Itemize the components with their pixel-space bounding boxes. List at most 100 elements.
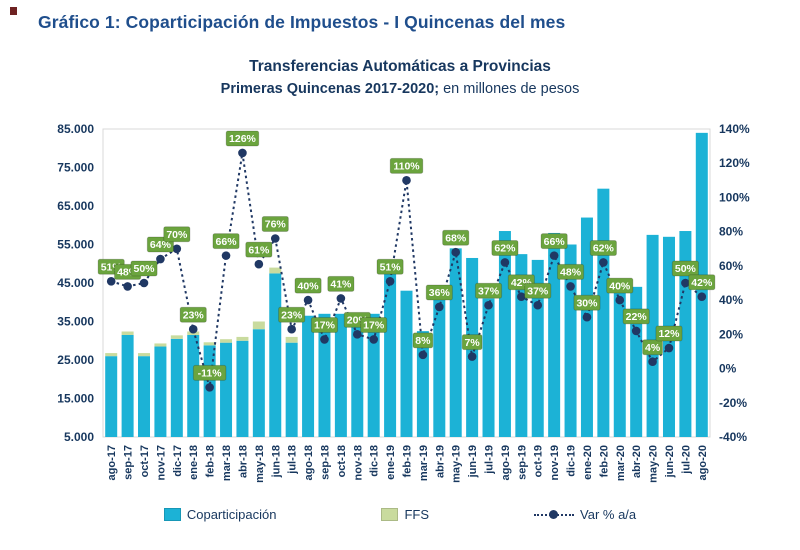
- var-dot: [221, 251, 231, 260]
- chart-legend: Coparticipación FFS Var % a/a: [0, 507, 800, 522]
- var-dot: [172, 244, 182, 254]
- var-dot: [270, 234, 280, 243]
- right-axis-tick-label: 80%: [719, 225, 743, 239]
- x-category-label: nov-19: [549, 445, 561, 480]
- var-label-text: 110%: [393, 161, 420, 173]
- x-category-label: feb-20: [598, 445, 610, 477]
- var-label-text: 61%: [248, 244, 270, 256]
- ffs-bar: [203, 342, 216, 346]
- left-axis-tick-label: 5.000: [64, 430, 94, 444]
- var-label-box: [474, 282, 503, 299]
- var-dot: [467, 352, 477, 361]
- var-dot: [697, 292, 707, 301]
- coparticipacion-bar: [384, 273, 397, 437]
- figure-heading: Gráfico 1: Coparticipación de Impuestos …: [38, 12, 566, 32]
- var-label-text: 36%: [429, 287, 451, 299]
- var-label-text: 42%: [691, 277, 713, 289]
- chart-subtitle-units: en millones de pesos: [439, 81, 580, 97]
- x-category-label: oct-17: [139, 445, 151, 477]
- var-dot: [451, 247, 461, 257]
- x-category-label: oct-19: [533, 445, 545, 477]
- legend-item-ffs: FFS: [381, 507, 429, 522]
- var-label-box: [688, 274, 716, 291]
- left-axis-tick-label: 75.000: [57, 161, 94, 175]
- var-label-box: [310, 316, 339, 333]
- coparticipacion-bar: [154, 346, 167, 437]
- legend-label-var: Var % a/a: [580, 507, 637, 522]
- var-label-box: [573, 294, 601, 311]
- var-label-box: [622, 308, 650, 325]
- var-label-text: 8%: [415, 335, 431, 347]
- x-category-label: feb-19: [402, 445, 414, 477]
- var-label-text: 64%: [150, 239, 172, 251]
- right-axis-tick-label: 0%: [719, 362, 737, 376]
- ffs-swatch-icon: [381, 508, 399, 521]
- var-label-box: [606, 277, 634, 294]
- var-dot: [681, 278, 690, 288]
- coparticipacion-swatch-icon: [163, 508, 181, 521]
- x-category-label: jul-20: [680, 445, 692, 475]
- var-dot: [500, 258, 510, 267]
- var-dot-glyph: [549, 509, 559, 519]
- var-label-box: [212, 233, 240, 250]
- var-label-text: 68%: [445, 232, 467, 244]
- coparticipacion-bar: [318, 313, 331, 437]
- var-label-text: 30%: [576, 297, 598, 309]
- var-dot: [369, 335, 378, 344]
- var-label-text: 41%: [330, 279, 352, 291]
- left-axis-tick-label: 65.000: [57, 199, 94, 213]
- var-label-text: 50%: [134, 263, 156, 275]
- combo-chart: 85.000 75.000 65.000 55.000 45.000 35.000 25.0…: [57, 122, 750, 483]
- left-axis-tick-label: 45.000: [57, 276, 94, 290]
- x-category-label: dic-19: [566, 445, 578, 477]
- x-category-label: jul-19: [484, 445, 496, 475]
- var-label-text: 23%: [183, 309, 205, 321]
- var-label-text: 23%: [281, 309, 303, 321]
- coparticipacion-bar: [548, 232, 561, 437]
- var-dot: [336, 294, 346, 303]
- var-dot: [517, 292, 526, 301]
- var-dot: [435, 302, 444, 312]
- var-label-text: 40%: [609, 280, 631, 292]
- chart-title: Transferencias Automáticas a Provincias: [249, 58, 551, 75]
- legend-item-coparticipacion: Coparticipación: [163, 507, 276, 522]
- var-dot: [533, 300, 543, 310]
- coparticipacion-bar: [515, 254, 528, 437]
- var-label-box: [360, 316, 388, 333]
- ffs-bar: [269, 267, 282, 274]
- right-axis-tick-label: 20%: [719, 327, 743, 341]
- var-label-box: [225, 130, 260, 147]
- ffs-bar: [285, 336, 298, 343]
- coparticipacion-bar: [630, 286, 643, 437]
- var-label-box: [412, 332, 434, 349]
- coparticipacion-bar: [597, 188, 610, 437]
- x-category-label: dic-18: [369, 445, 381, 477]
- var-label-text: 70%: [166, 229, 188, 241]
- var-label-box: [556, 263, 585, 280]
- var-dot: [484, 300, 493, 310]
- var-dot: [664, 343, 674, 353]
- x-category-label: may-19: [451, 445, 463, 483]
- coparticipacion-bar: [613, 281, 626, 437]
- left-axis-tick-label: 55.000: [57, 238, 94, 252]
- x-category-label: may-18: [254, 445, 266, 483]
- var-label-box: [389, 157, 424, 174]
- x-category-label: ene-18: [188, 445, 200, 480]
- var-label-text: 17%: [363, 320, 385, 332]
- var-label-box: [327, 275, 355, 292]
- var-label-text: 40%: [298, 280, 320, 292]
- var-dot: [418, 350, 428, 360]
- x-category-label: ene-19: [385, 445, 397, 480]
- right-axis-tick-label: 140%: [719, 122, 750, 136]
- legend-item-var: Var % a/a: [534, 507, 636, 522]
- var-label-text: -11%: [198, 368, 223, 380]
- coparticipacion-bar: [564, 244, 577, 437]
- var-label-text: 17%: [314, 320, 336, 332]
- var-label-box: [376, 258, 404, 275]
- x-category-label: ago-17: [106, 445, 118, 480]
- chart-subtitle: Primeras Quincenas 2017-2020; en millone…: [0, 81, 800, 97]
- var-label-text: 7%: [465, 337, 481, 349]
- x-category-label: jun-20: [664, 445, 676, 478]
- var-label-box: [655, 325, 683, 342]
- var-dot: [205, 383, 214, 392]
